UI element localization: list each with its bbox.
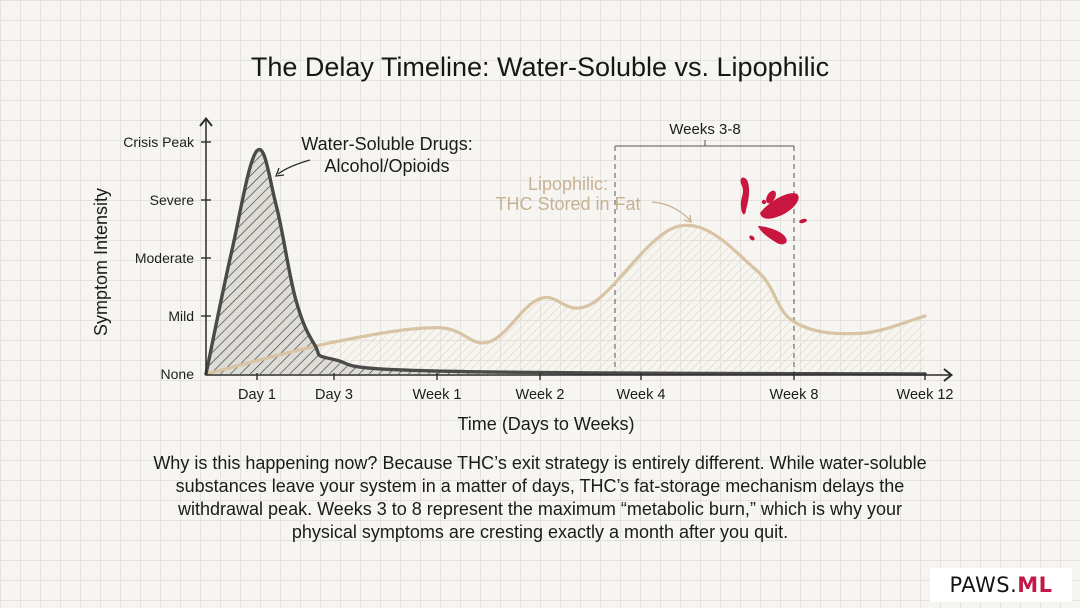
- water-soluble-label-line1: Water-Soluble Drugs:: [301, 134, 472, 154]
- x-axis-ticks: Day 1 Day 3 Week 1 Week 2 Week 4 Week 8 Week 1…: [238, 373, 953, 403]
- brand-logo-text: PAWS.: [949, 573, 1018, 597]
- water-soluble-series-line: [204, 147, 927, 376]
- y-tick-label: None: [161, 366, 195, 382]
- lipophilic-label-line2: THC Stored in Fat: [495, 194, 640, 214]
- x-tick-label: Week 2: [516, 387, 565, 403]
- x-tick-label: Week 12: [897, 387, 954, 403]
- x-tick-label: Week 1: [413, 387, 462, 403]
- weeks-window-label: Weeks 3-8: [669, 121, 740, 138]
- chart-title: The Delay Timeline: Water-Soluble vs. Li…: [250, 52, 830, 82]
- water-soluble-area-hatch: [206, 149, 925, 374]
- x-tick-label: Week 4: [617, 387, 666, 403]
- delay-timeline-chart: Weeks 3-8 None Mild Moderate Severe Crisis P…: [91, 116, 954, 434]
- y-tick-label: Crisis Peak: [123, 134, 195, 150]
- lipophilic-area-fill: [206, 225, 925, 374]
- water-soluble-label-line2: Alcohol/Opioids: [324, 156, 449, 176]
- lipophilic-series-line: [204, 223, 927, 376]
- x-tick-label: Day 3: [315, 387, 353, 403]
- y-tick-label: Moderate: [135, 250, 194, 266]
- water-soluble-annotation: Water-Soluble Drugs: Alcohol/Opioids: [275, 134, 473, 177]
- lipophilic-annotation: Lipophilic: THC Stored in Fat: [495, 174, 692, 223]
- x-tick-label: Week 8: [770, 387, 819, 403]
- y-tick-label: Severe: [150, 192, 195, 208]
- explanation-paragraph: Why is this happening now? Because THC’s…: [153, 453, 927, 542]
- axes: [199, 116, 954, 382]
- water-soluble-pointer: [277, 159, 311, 175]
- weeks-3-8-window: Weeks 3-8: [614, 121, 795, 374]
- lipophilic-pointer: [651, 201, 691, 221]
- splash-icon: [740, 177, 807, 245]
- y-tick-label: Mild: [168, 308, 194, 324]
- lipophilic-label-line1: Lipophilic:: [528, 174, 608, 194]
- brand-logo: PAWS. ML: [930, 568, 1072, 602]
- y-axis-ticks: None Mild Moderate Severe Crisis Peak: [123, 134, 211, 382]
- x-axis-label: Time (Days to Weeks): [457, 414, 634, 434]
- brand-logo-accent: ML: [1017, 573, 1053, 597]
- x-tick-label: Day 1: [238, 387, 276, 403]
- y-axis-label: Symptom Intensity: [91, 188, 111, 336]
